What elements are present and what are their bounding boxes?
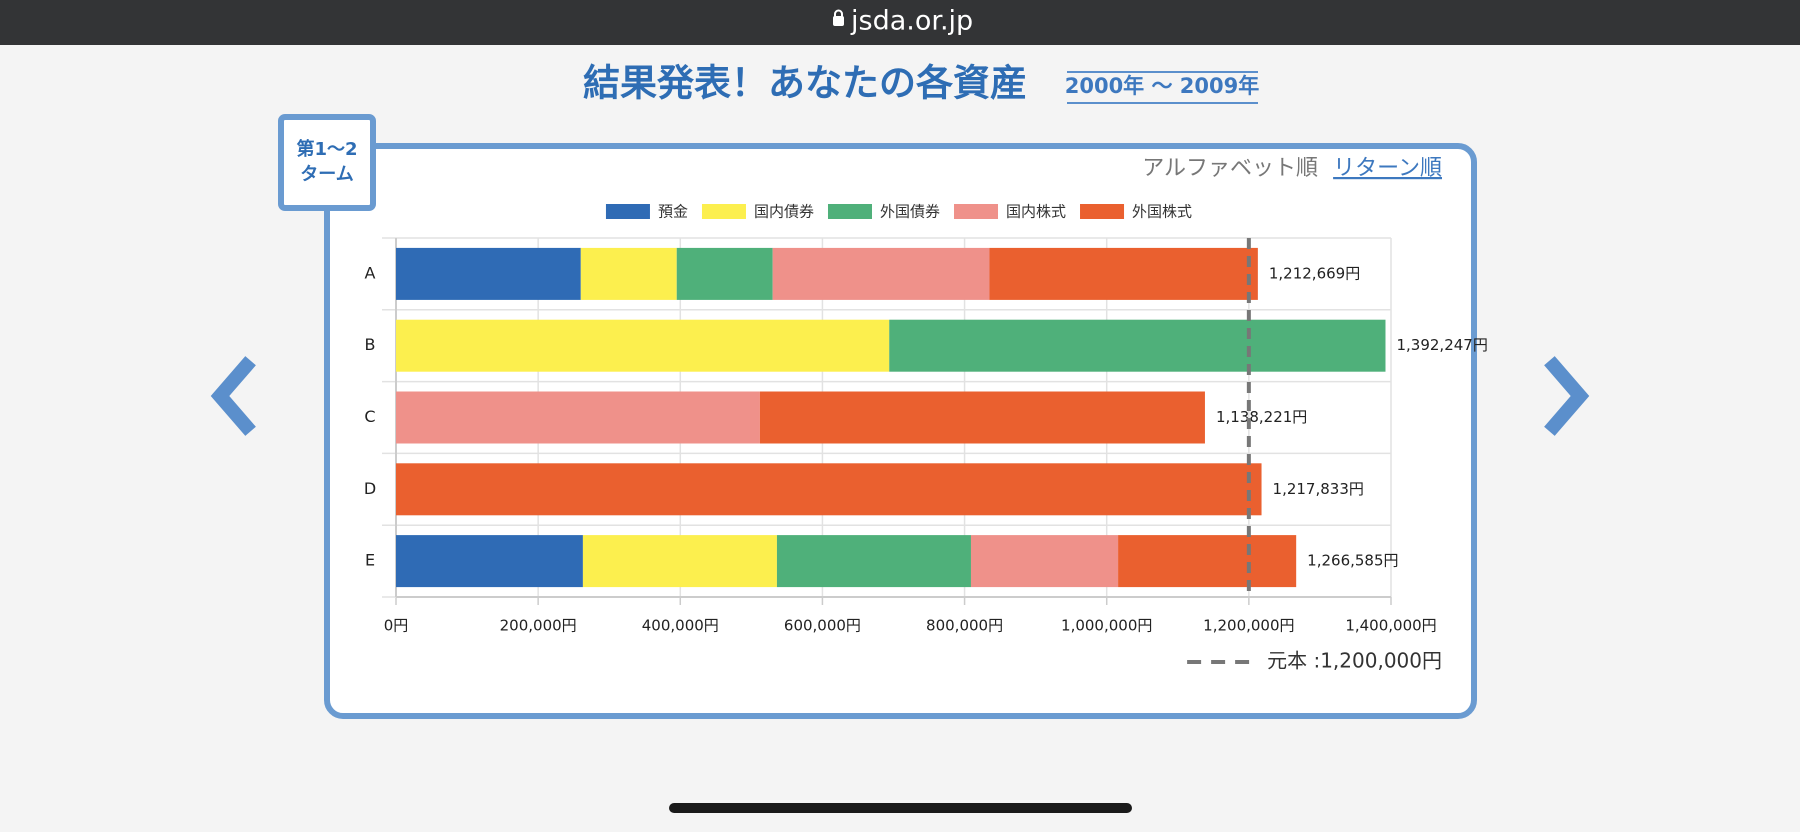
x-tick-label: 1,400,000円: [1345, 617, 1436, 635]
prev-arrow[interactable]: [210, 356, 256, 436]
legend-label: 預金: [658, 203, 688, 221]
total-label: 1,212,669円: [1269, 264, 1360, 282]
lock-icon: [833, 16, 844, 26]
next-arrow[interactable]: [1544, 356, 1590, 436]
legend-label: 外国債券: [880, 203, 940, 221]
y-tick-label: B: [365, 335, 376, 354]
chart: 0円 200,000円 400,000円 600,000円 800,000円 1,000,…: [364, 203, 1488, 673]
bar-segment: [580, 247, 677, 300]
page-title: 結果発表！あなたの各資産: [583, 62, 1027, 105]
bar-segment: [776, 535, 971, 588]
bar-segment: [396, 319, 890, 372]
term-badge-line: ターム: [300, 164, 353, 185]
bar-segment: [989, 247, 1258, 300]
y-tick-label: C: [364, 407, 375, 426]
bar-segment: [772, 247, 990, 300]
x-tick-label: 400,000円: [642, 617, 719, 635]
x-tick-label: 800,000円: [926, 617, 1003, 635]
legend-swatch: [1080, 204, 1125, 219]
total-label: 1,266,585円: [1307, 552, 1398, 570]
legend-label: 外国株式: [1132, 203, 1192, 221]
browser-bar: [0, 0, 1800, 45]
x-tick-label: 1,000,000円: [1061, 617, 1152, 635]
sort-option[interactable]: リターン順: [1333, 156, 1442, 181]
bar-segment: [676, 247, 773, 300]
y-tick-label: E: [365, 551, 375, 570]
bar-segment: [759, 391, 1205, 444]
period[interactable]: 2000年 〜 2009年: [1065, 74, 1260, 98]
legend-label: 国内株式: [1006, 203, 1066, 221]
bar-segment: [396, 391, 760, 444]
legend-swatch: [954, 204, 999, 219]
bar-segment: [889, 319, 1386, 372]
total-label: 1,217,833円: [1273, 480, 1364, 498]
y-tick-label: D: [364, 479, 376, 498]
bar-segment: [582, 535, 777, 588]
term-badge-line: 第1〜2: [296, 138, 357, 160]
legend: 預金 国内債券 外国債券 国内株式 外国株式: [605, 203, 1192, 221]
reference-label: 元本 :1,200,000円: [1267, 649, 1442, 673]
x-tick-label: 1,200,000円: [1203, 617, 1294, 635]
legend-swatch: [701, 204, 746, 219]
url[interactable]: jsda.or.jp: [850, 6, 973, 37]
legend-swatch: [827, 204, 872, 219]
legend-label: 国内債券: [754, 203, 814, 221]
legend-swatch: [605, 204, 650, 219]
bar-segment: [396, 247, 581, 300]
x-tick-label: 600,000円: [784, 617, 861, 635]
lock-shackle: [834, 9, 843, 17]
bar-segment: [970, 535, 1119, 588]
home-indicator: [669, 803, 1132, 813]
sort-option[interactable]: アルファベット順: [1142, 156, 1318, 181]
bar-segment: [396, 535, 583, 588]
bar-segment: [396, 463, 1262, 516]
bar-segment: [1118, 535, 1297, 588]
x-tick-label: 200,000円: [500, 617, 577, 635]
total-label: 1,138,221円: [1216, 408, 1307, 426]
y-tick-label: A: [365, 263, 376, 282]
x-tick-label: 0円: [384, 617, 409, 635]
term-badge: [278, 114, 376, 211]
total-label: 1,392,247円: [1396, 336, 1487, 354]
